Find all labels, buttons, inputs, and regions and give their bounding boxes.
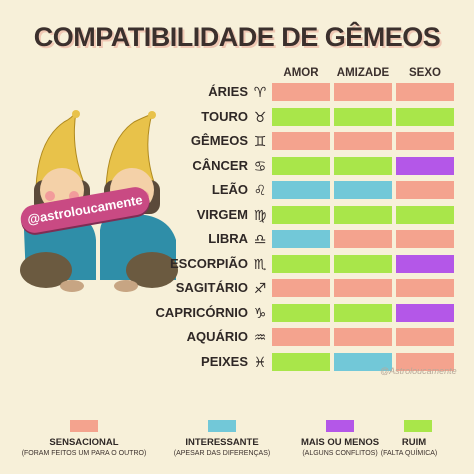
compat-cell [396,205,454,224]
compat-cell [334,83,392,101]
legend-swatch-ruim [404,420,432,432]
compat-cell [396,352,454,371]
compat-cell [396,132,454,150]
compat-cell [334,205,392,224]
compat-cell [334,107,392,126]
compat-cell [272,156,330,175]
row-label: CÂNCER [192,157,248,173]
legend-label: SENSACIONAL [49,437,119,448]
compat-cell [334,156,392,175]
row-label: GÊMEOS [190,133,248,148]
compat-cell [334,181,392,199]
zodiac-symbol-icon: ♐ [253,280,267,296]
compat-cell [334,230,392,248]
legend-note: (APESAR DAS DIFERENÇAS) [173,450,271,457]
compat-cell [272,181,330,199]
compat-cell [272,83,330,101]
row-label: LIBRA [208,231,248,246]
zodiac-symbol-icon: ♎ [253,231,267,247]
compat-cell [272,132,330,150]
zodiac-symbol-icon: ♑ [253,304,267,321]
compat-cell [334,352,392,371]
compat-cell [396,230,454,248]
row-label: CAPRICÓRNIO [155,304,248,320]
compat-cell [334,132,392,150]
legend-note: (ALGUNS CONFLITOS) [302,450,378,457]
zodiac-symbol-icon: ♏ [253,255,267,272]
legend-note: (FORAM FEITOS UM PARA O OUTRO) [21,450,147,457]
zodiac-symbol-icon: ♒ [253,329,267,345]
column-header-sexo: SEXO [409,67,441,79]
legend-swatch-interessante [208,420,236,432]
compat-cell [272,303,330,322]
zodiac-symbol-icon: ♈ [253,84,267,100]
column-header-amizade: AMIZADE [336,67,390,79]
legend-label: MAIS OU MENOS [300,437,380,448]
legend-label: INTERESSANTE [185,437,259,448]
compat-cell [396,156,454,175]
compat-cell [396,83,454,101]
compat-cell [396,107,454,126]
compat-cell [272,254,330,273]
row-label: ÁRIES [208,84,248,99]
row-label: PEIXES [201,353,248,369]
row-label: AQUÁRIO [186,329,248,344]
compat-cell [334,279,392,297]
right-hat-icon [105,113,157,189]
legend-note: (FALTA QUÍMICA) [380,450,438,457]
compat-cell [334,303,392,322]
legend-label: RUIM [401,437,427,448]
row-label: VIRGEM [196,206,248,222]
compat-cell [334,254,392,273]
row-label: ESCORPIÃO [169,255,248,271]
compat-cell [396,328,454,346]
zodiac-symbol-icon: ♊ [253,133,267,149]
row-label: LEÃO [211,182,248,197]
zodiac-symbol-icon: ♍ [253,206,267,223]
credit-text: @Astroloucamente [380,366,457,376]
zodiac-symbol-icon: ♓ [253,353,267,370]
compat-cell [396,254,454,273]
compat-cell [396,181,454,199]
compat-cell [396,279,454,297]
compat-cell [272,328,330,346]
compat-cell [272,279,330,297]
zodiac-symbol-icon: ♉ [253,108,267,125]
compat-cell [334,328,392,346]
column-header-amor: AMOR [283,67,319,79]
compat-cell [272,205,330,224]
legend-swatch-mais-ou-menos [326,420,354,432]
row-label: TOURO [201,108,248,124]
row-label: SAGITÁRIO [175,280,248,295]
legend-swatch-sensacional [70,420,98,432]
compat-cell [272,107,330,126]
compat-cell [272,230,330,248]
compat-cell [272,352,330,371]
compat-cell [396,303,454,322]
page-title: COMPATIBILIDADE DE GÊMEOS [33,22,441,52]
zodiac-symbol-icon: ♋ [253,157,267,174]
zodiac-symbol-icon: ♌ [253,182,267,198]
left-hat-icon [35,111,87,189]
